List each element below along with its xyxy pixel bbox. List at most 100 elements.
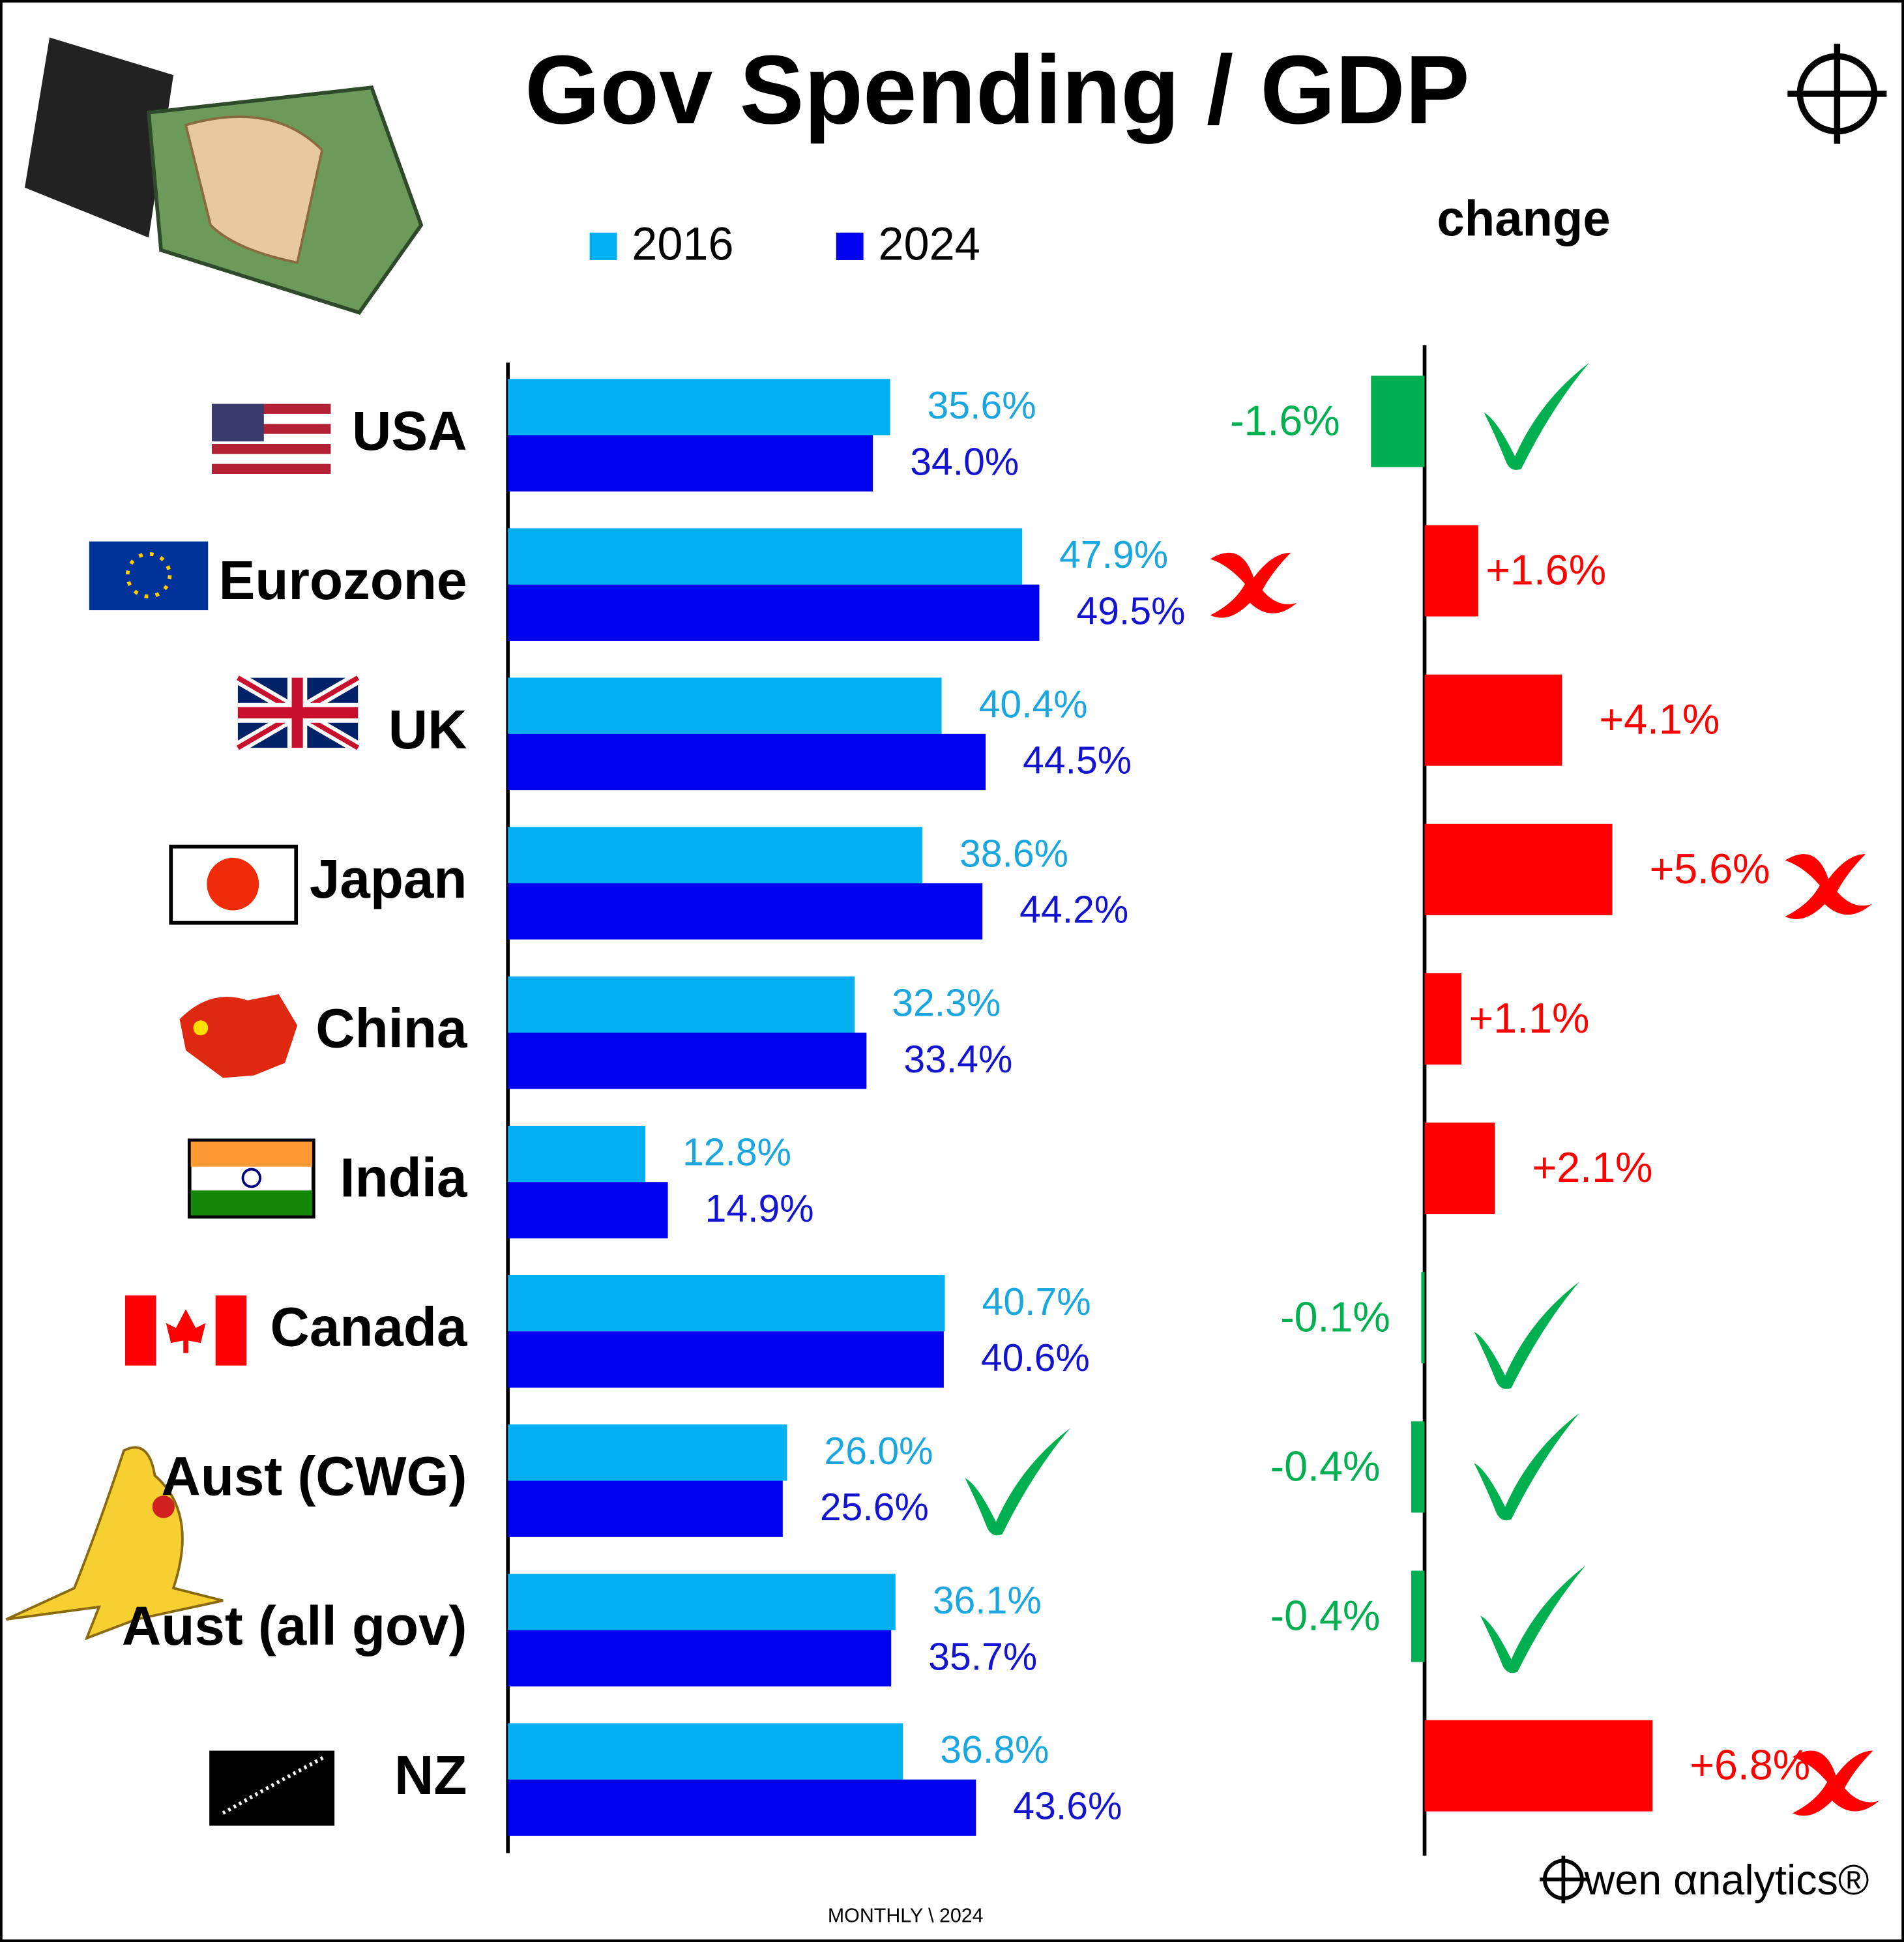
category-label: Aust (CWG)	[161, 1445, 467, 1507]
change-label: +5.6%	[1650, 845, 1770, 892]
footer: MONTHLY \ 2024	[828, 1905, 984, 1927]
bar	[508, 584, 1040, 641]
value-label: 47.9%	[1059, 533, 1168, 576]
value-label: 44.5%	[1023, 738, 1132, 782]
category-label: Eurozone	[219, 550, 467, 611]
bar	[508, 1574, 896, 1630]
value-label: 35.6%	[928, 383, 1036, 427]
flag-uk	[235, 672, 361, 754]
change-label: -0.4%	[1270, 1591, 1381, 1639]
cross-icon	[1210, 552, 1297, 618]
change-bar	[1424, 823, 1613, 915]
value-label: 33.4%	[903, 1037, 1012, 1081]
legend-label: 2024	[878, 218, 980, 269]
tick-icon	[1480, 1565, 1586, 1673]
flag-china	[179, 993, 298, 1078]
category-label: UK	[388, 699, 467, 760]
category-label: NZ	[394, 1744, 467, 1806]
flag-eu	[89, 541, 209, 611]
bar	[508, 1331, 944, 1388]
bar	[508, 827, 922, 883]
value-label: 26.0%	[824, 1429, 933, 1473]
bar	[508, 1182, 668, 1239]
change-label: +1.1%	[1469, 994, 1589, 1042]
bar	[508, 733, 986, 791]
value-label: 40.6%	[981, 1336, 1090, 1379]
change-bar	[1371, 375, 1425, 467]
cross-icon	[1785, 854, 1872, 919]
change-bar	[1421, 1272, 1425, 1364]
change-label: -0.4%	[1270, 1442, 1381, 1490]
change-bar	[1424, 1123, 1495, 1214]
value-label: 38.6%	[959, 831, 1068, 875]
bar	[508, 976, 855, 1033]
change-bar	[1424, 525, 1478, 617]
change-title: change	[1437, 191, 1611, 246]
bar	[508, 1424, 787, 1481]
change-label: +4.1%	[1599, 695, 1720, 743]
value-label: 40.7%	[982, 1280, 1091, 1323]
value-label: 40.4%	[979, 682, 1088, 726]
chart-title: Gov Spending / GDP	[525, 35, 1469, 145]
bar	[508, 1275, 945, 1332]
category-label: Japan	[310, 848, 467, 909]
change-bar	[1411, 1570, 1425, 1662]
legend-label: 2016	[632, 218, 733, 269]
category-label: China	[315, 997, 468, 1059]
bar	[508, 435, 873, 492]
bar	[508, 1480, 783, 1537]
bar	[508, 1723, 903, 1780]
change-label: +6.8%	[1690, 1741, 1810, 1788]
flag-india	[187, 1138, 315, 1219]
tick-icon	[1484, 362, 1590, 470]
bar	[508, 379, 890, 435]
bar	[508, 1125, 646, 1183]
category-label: India	[340, 1147, 467, 1208]
value-label: 34.0%	[910, 439, 1019, 483]
change-bar	[1411, 1421, 1425, 1513]
flag-usa	[211, 404, 331, 475]
tick-icon	[1474, 1413, 1580, 1521]
kangaroo-icon	[5, 1446, 224, 1641]
flag-japan	[169, 844, 299, 925]
bar	[508, 528, 1023, 585]
tick-icon	[1474, 1282, 1580, 1389]
bar	[508, 677, 942, 734]
bar	[508, 883, 983, 940]
bar	[508, 1630, 892, 1686]
value-label: 25.6%	[820, 1485, 929, 1529]
change-bar	[1424, 674, 1562, 766]
money-hand-icon	[25, 37, 424, 315]
value-label: 43.6%	[1013, 1784, 1122, 1827]
value-label: 32.3%	[892, 980, 1001, 1024]
flag-nz	[209, 1750, 335, 1826]
brand-logo	[1540, 1855, 1587, 1904]
legend-swatch	[589, 232, 617, 260]
value-label: 36.1%	[933, 1578, 1042, 1622]
crosshair-logo	[1787, 44, 1887, 144]
value-label: 12.8%	[682, 1130, 791, 1173]
bar	[508, 1779, 976, 1836]
flag-canada	[124, 1295, 247, 1366]
change-label: -1.6%	[1230, 396, 1340, 444]
change-label: +2.1%	[1532, 1143, 1653, 1191]
tick-icon	[965, 1428, 1070, 1536]
value-label: 44.2%	[1019, 887, 1128, 931]
value-label: 14.9%	[705, 1186, 814, 1230]
change-bar	[1424, 1720, 1653, 1812]
value-label: 49.5%	[1076, 589, 1185, 632]
legend-swatch	[836, 232, 864, 260]
change-label: -0.1%	[1280, 1293, 1390, 1340]
brand: wen αnalytics®	[1584, 1856, 1869, 1904]
bar	[508, 1033, 867, 1089]
category-label: Aust (all gov)	[122, 1595, 467, 1656]
value-label: 36.8%	[940, 1728, 1049, 1771]
category-label: USA	[352, 400, 467, 461]
category-label: Canada	[270, 1296, 467, 1357]
change-label: +1.6%	[1486, 546, 1606, 593]
change-bar	[1424, 973, 1462, 1065]
value-label: 35.7%	[928, 1634, 1037, 1678]
